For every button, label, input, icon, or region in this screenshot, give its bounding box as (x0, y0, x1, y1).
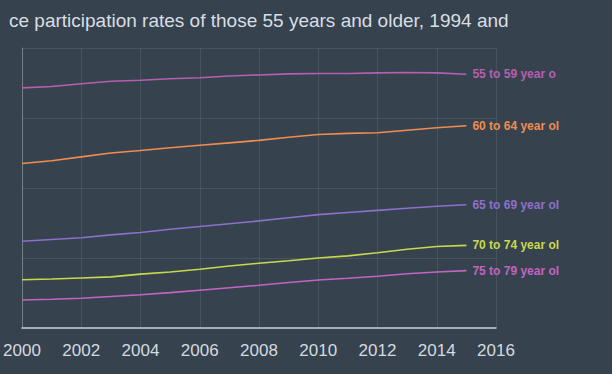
svg-text:2014: 2014 (418, 341, 456, 360)
svg-text:2016: 2016 (477, 341, 515, 360)
svg-text:2008: 2008 (240, 341, 278, 360)
svg-text:2006: 2006 (181, 341, 219, 360)
svg-text:70 to 74 year ol: 70 to 74 year ol (472, 238, 559, 252)
svg-text:ce participation rates of thos: ce participation rates of those 55 years… (9, 10, 509, 31)
svg-text:60 to 64 year ol: 60 to 64 year ol (472, 119, 559, 133)
svg-text:2000: 2000 (3, 341, 41, 360)
svg-text:75 to 79 year ol: 75 to 79 year ol (472, 264, 559, 278)
svg-text:2010: 2010 (299, 341, 337, 360)
svg-text:2002: 2002 (62, 341, 100, 360)
svg-text:55 to 59 year o: 55 to 59 year o (472, 67, 555, 81)
svg-text:65 to 69 year ol: 65 to 69 year ol (472, 198, 559, 212)
svg-text:2004: 2004 (122, 341, 160, 360)
svg-text:2012: 2012 (359, 341, 397, 360)
